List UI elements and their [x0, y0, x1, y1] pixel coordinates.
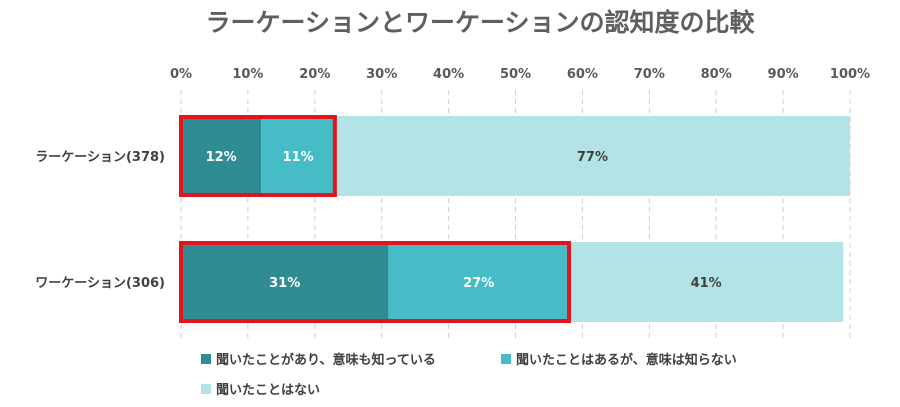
- highlight-boxes: [179, 115, 572, 323]
- x-tick-label: 90%: [768, 67, 799, 82]
- x-tick-label: 60%: [567, 67, 598, 82]
- legend-entry: 聞いたことはあるが、意味は知らない: [516, 352, 737, 368]
- x-tick-label: 0%: [170, 67, 192, 82]
- category-label: ワーケーション(306): [35, 276, 165, 291]
- chart-title: ラーケーションとワーケーションの認知度の比較: [205, 8, 755, 37]
- highlight-box: [179, 115, 337, 197]
- data-label: 31%: [269, 276, 300, 291]
- x-tick-label: 40%: [433, 67, 464, 82]
- x-axis-ticks: 0% 10% 20% 30% 40% 50% 60% 70% 80% 90% 100%: [170, 67, 870, 82]
- legend-entry: 聞いたことがあり、意味も知っている: [216, 352, 436, 368]
- x-tick-label: 50%: [500, 67, 531, 82]
- data-label: 12%: [206, 150, 237, 165]
- x-tick-label: 70%: [634, 67, 665, 82]
- bar-segment: [181, 242, 389, 322]
- data-label: 11%: [283, 150, 314, 165]
- bars: ラーケーション(378) 12% 11% 77% ワーケーション(306) 31% 27% 4…: [35, 116, 850, 322]
- bar-segment: [181, 116, 262, 196]
- legend-swatch: [201, 384, 211, 394]
- legend: 聞いたことがあり、意味も知っている 聞いたことはあるが、意味は知らない聞いたことは…: [201, 352, 737, 398]
- legend-entry: 聞いたことはない: [216, 383, 320, 398]
- x-tick-label: 10%: [232, 67, 263, 82]
- x-tick-label: 80%: [701, 67, 732, 82]
- bar-segment: [261, 116, 335, 196]
- x-tick-label: 100%: [830, 67, 870, 82]
- x-tick-label: 30%: [366, 67, 397, 82]
- legend-swatch: [201, 354, 211, 364]
- data-label: 41%: [691, 276, 722, 291]
- x-tick-label: 20%: [299, 67, 330, 82]
- highlight-box: [179, 241, 572, 323]
- legend-swatch: [501, 354, 511, 364]
- bar-segment: [569, 242, 844, 322]
- bar-segment: [334, 116, 850, 196]
- data-label: 77%: [577, 150, 608, 165]
- bar-segment: [388, 242, 570, 322]
- data-label: 27%: [463, 276, 494, 291]
- category-label: ラーケーション(378): [35, 150, 165, 165]
